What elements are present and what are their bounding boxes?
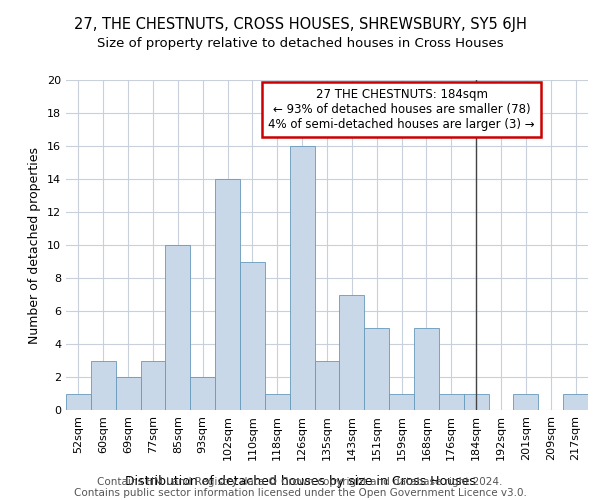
Text: Size of property relative to detached houses in Cross Houses: Size of property relative to detached ho… <box>97 38 503 51</box>
Bar <box>464 394 488 410</box>
Bar <box>240 262 265 410</box>
Bar <box>563 394 588 410</box>
Bar <box>140 360 166 410</box>
Bar <box>91 360 116 410</box>
Y-axis label: Number of detached properties: Number of detached properties <box>28 146 41 344</box>
Bar <box>340 294 364 410</box>
Text: Distribution of detached houses by size in Cross Houses: Distribution of detached houses by size … <box>125 474 475 488</box>
Text: 27 THE CHESTNUTS: 184sqm
← 93% of detached houses are smaller (78)
4% of semi-de: 27 THE CHESTNUTS: 184sqm ← 93% of detach… <box>268 88 535 132</box>
Bar <box>116 377 140 410</box>
Bar <box>66 394 91 410</box>
Bar <box>166 245 190 410</box>
Bar <box>439 394 464 410</box>
Bar <box>265 394 290 410</box>
Text: Contains HM Land Registry data © Crown copyright and database right 2024.
Contai: Contains HM Land Registry data © Crown c… <box>74 477 526 498</box>
Bar <box>514 394 538 410</box>
Text: 27, THE CHESTNUTS, CROSS HOUSES, SHREWSBURY, SY5 6JH: 27, THE CHESTNUTS, CROSS HOUSES, SHREWSB… <box>74 18 526 32</box>
Bar <box>190 377 215 410</box>
Bar <box>414 328 439 410</box>
Bar <box>215 179 240 410</box>
Bar <box>364 328 389 410</box>
Bar <box>290 146 314 410</box>
Bar <box>314 360 340 410</box>
Bar <box>389 394 414 410</box>
